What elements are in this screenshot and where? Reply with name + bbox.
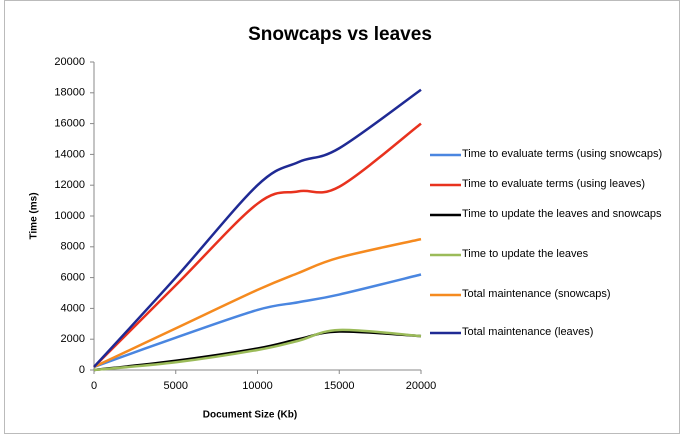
legend-label: Time to update the leaves (462, 248, 589, 260)
line-series (93, 330, 422, 372)
line-series (93, 88, 422, 368)
legend-label: Time to update the leaves and snowcaps (462, 208, 662, 220)
legend-label: Total maintenance (leaves) (462, 326, 594, 338)
y-tick-label: 4000 (61, 302, 85, 314)
y-tick-label: 18000 (54, 87, 85, 99)
y-tick-label: 8000 (61, 241, 85, 253)
y-tick-label: 2000 (61, 333, 85, 345)
line-series (93, 273, 422, 369)
legend-label: Time to evaluate terms (using leaves) (462, 178, 645, 190)
line-series (93, 122, 422, 368)
x-tick-label: 10000 (242, 380, 273, 392)
line-series (93, 237, 422, 369)
y-tick-label: 14000 (54, 148, 85, 160)
legend-label: Total maintenance (snowcaps) (462, 288, 611, 300)
y-tick-label: 12000 (54, 179, 85, 191)
y-tick-label: 0 (79, 364, 85, 376)
y-tick-label: 10000 (54, 210, 85, 222)
x-tick-label: 0 (91, 380, 97, 392)
y-axis-label: Time (ms) (29, 192, 40, 239)
x-tick-label: 20000 (406, 380, 437, 392)
x-tick-label: 5000 (164, 380, 188, 392)
legend-label: Time to evaluate terms (using snowcaps) (462, 148, 663, 160)
chart-title: Snowcaps vs leaves (248, 24, 432, 45)
y-tick-label: 16000 (54, 118, 85, 130)
line-series (93, 328, 422, 372)
x-axis-label: Document Size (Kb) (203, 410, 297, 421)
y-tick-label: 6000 (61, 272, 85, 284)
y-tick-label: 20000 (54, 56, 85, 68)
x-tick-label: 15000 (324, 380, 355, 392)
